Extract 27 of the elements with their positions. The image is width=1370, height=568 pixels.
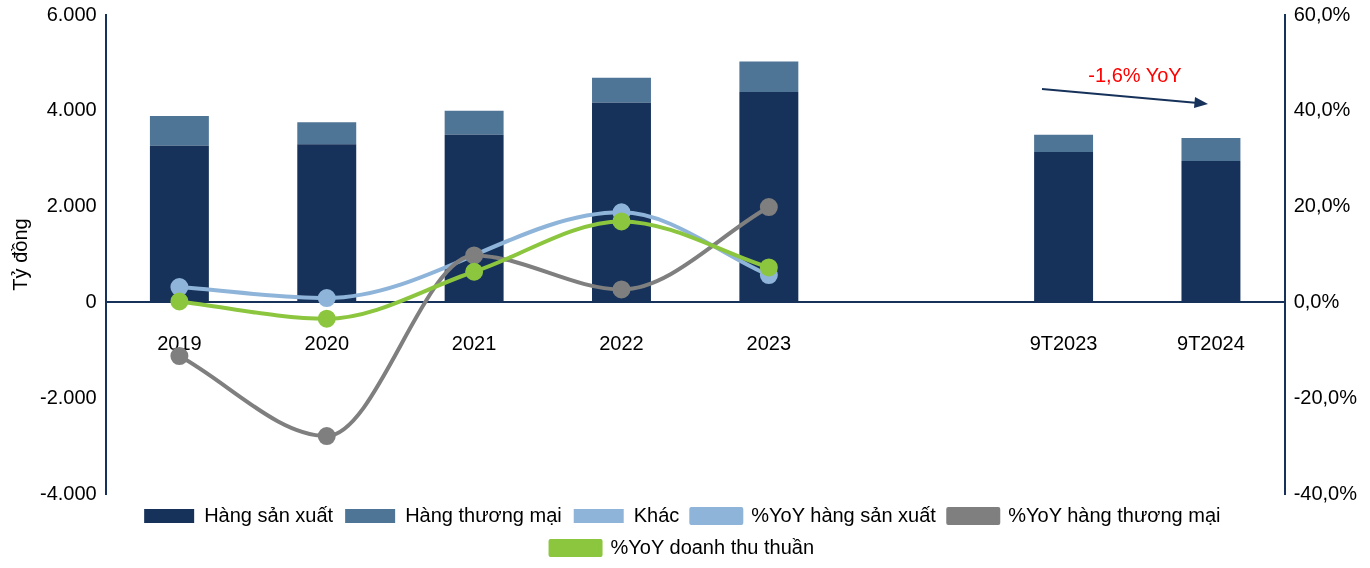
y-tick-label: -4.000 bbox=[39, 481, 97, 504]
x-tick-label: 9T2023 bbox=[1029, 331, 1098, 354]
y2-tick-label: 40,0% bbox=[1293, 98, 1351, 121]
legend-label: Hàng thương mại bbox=[405, 503, 562, 526]
y2-tick-label: 20,0% bbox=[1293, 194, 1351, 217]
y2-tick-label: -40,0% bbox=[1293, 481, 1358, 504]
x-tick-label: 2021 bbox=[451, 331, 497, 354]
legend-label: Hàng sản xuất bbox=[204, 503, 334, 526]
x-tick-label: 9T2024 bbox=[1177, 331, 1245, 354]
y-tick-label: 0 bbox=[85, 289, 97, 312]
y2-tick-label: -20,0% bbox=[1293, 385, 1358, 408]
x-tick-label: 2019 bbox=[157, 331, 202, 354]
y-tick-label: 4.000 bbox=[46, 98, 97, 121]
y-tick-label: -2.000 bbox=[39, 385, 97, 408]
legend-label: %YoY doanh thu thuần bbox=[610, 535, 815, 558]
y2-tick-label: 0,0% bbox=[1293, 289, 1340, 312]
annotation: -1,6% YoY bbox=[1088, 63, 1182, 86]
x-tick-label: 2022 bbox=[599, 331, 644, 354]
legend-label: %YoY hàng sản xuất bbox=[751, 503, 937, 526]
legend-label: %YoY hàng thương mại bbox=[1008, 503, 1221, 526]
y-tick-label: 6.000 bbox=[46, 2, 97, 25]
x-tick-label: 2023 bbox=[746, 331, 792, 354]
y-tick-label: 2.000 bbox=[46, 194, 97, 217]
x-tick-label: 2020 bbox=[304, 331, 350, 354]
y-axis-title: Tỷ đồng bbox=[8, 218, 31, 291]
legend-label: Khác bbox=[633, 503, 680, 526]
y2-tick-label: 60,0% bbox=[1293, 2, 1351, 25]
